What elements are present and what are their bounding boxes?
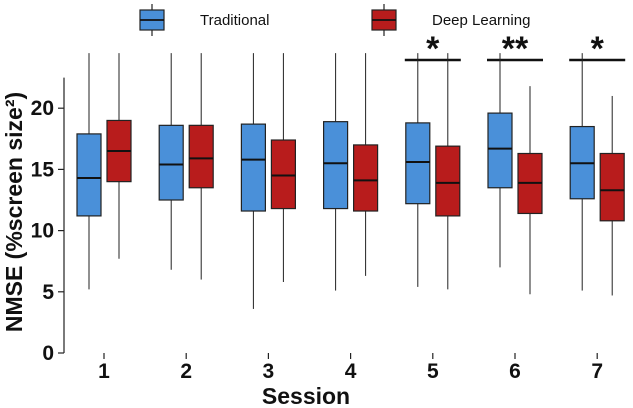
box-deep-learning-session-5 xyxy=(435,53,461,290)
y-tick-label: 5 xyxy=(42,281,54,304)
legend-entry-deep-learning: Deep Learning xyxy=(371,4,530,36)
significance-label: * xyxy=(591,30,605,68)
box-body xyxy=(188,124,214,189)
legend: Traditional Deep Learning xyxy=(139,4,530,36)
legend-label: Traditional xyxy=(200,12,269,29)
x-tick-label: 5 xyxy=(427,360,439,383)
box-body xyxy=(353,144,379,212)
y-axis-title: NMSE (%screen size²) xyxy=(1,92,27,332)
box-traditional-session-6 xyxy=(487,53,513,268)
box-body xyxy=(158,124,184,201)
x-tick-label: 6 xyxy=(509,360,521,383)
box-traditional-session-1 xyxy=(76,53,102,290)
y-tick-label: 20 xyxy=(31,97,54,120)
box-deep-learning-session-6 xyxy=(517,86,543,295)
box-traditional-session-3 xyxy=(240,53,266,309)
y-tick-label: 15 xyxy=(31,158,55,181)
box-body xyxy=(76,133,102,217)
boxes xyxy=(76,53,625,309)
box-body xyxy=(435,145,461,217)
box-deep-learning-session-4 xyxy=(353,53,379,276)
box-deep-learning-session-2 xyxy=(188,53,214,280)
x-tick-label: 3 xyxy=(263,360,275,383)
y-tick-label: 0 xyxy=(42,342,54,365)
box-body xyxy=(240,123,266,212)
box-traditional-session-5 xyxy=(405,53,431,287)
y-tick-label: 10 xyxy=(31,220,54,243)
x-tick-label: 2 xyxy=(180,360,192,383)
significance-markers: * ** * xyxy=(404,30,626,68)
box-body xyxy=(405,122,431,205)
box-traditional-session-4 xyxy=(323,53,349,291)
x-tick-label: 4 xyxy=(345,360,357,383)
significance-label: * xyxy=(426,30,440,68)
significance-label: ** xyxy=(502,30,529,68)
box-traditional-session-2 xyxy=(158,53,184,270)
x-tick-label: 7 xyxy=(591,360,603,383)
legend-label: Deep Learning xyxy=(432,12,530,29)
x-axis-title: Session xyxy=(262,383,350,408)
box-body xyxy=(599,152,625,222)
box-deep-learning-session-1 xyxy=(106,53,132,259)
box-body xyxy=(323,121,349,210)
y-axis: 0 5 10 15 20 xyxy=(31,77,65,365)
box-traditional-session-7 xyxy=(569,53,595,291)
x-axis: 1 2 3 4 5 6 7 xyxy=(98,353,603,383)
x-tick-label: 1 xyxy=(98,360,110,383)
box-deep-learning-session-3 xyxy=(270,53,296,283)
legend-entry-traditional: Traditional xyxy=(139,4,269,36)
box-body xyxy=(487,112,513,189)
box-deep-learning-session-7 xyxy=(599,95,625,296)
box-body xyxy=(270,139,296,210)
